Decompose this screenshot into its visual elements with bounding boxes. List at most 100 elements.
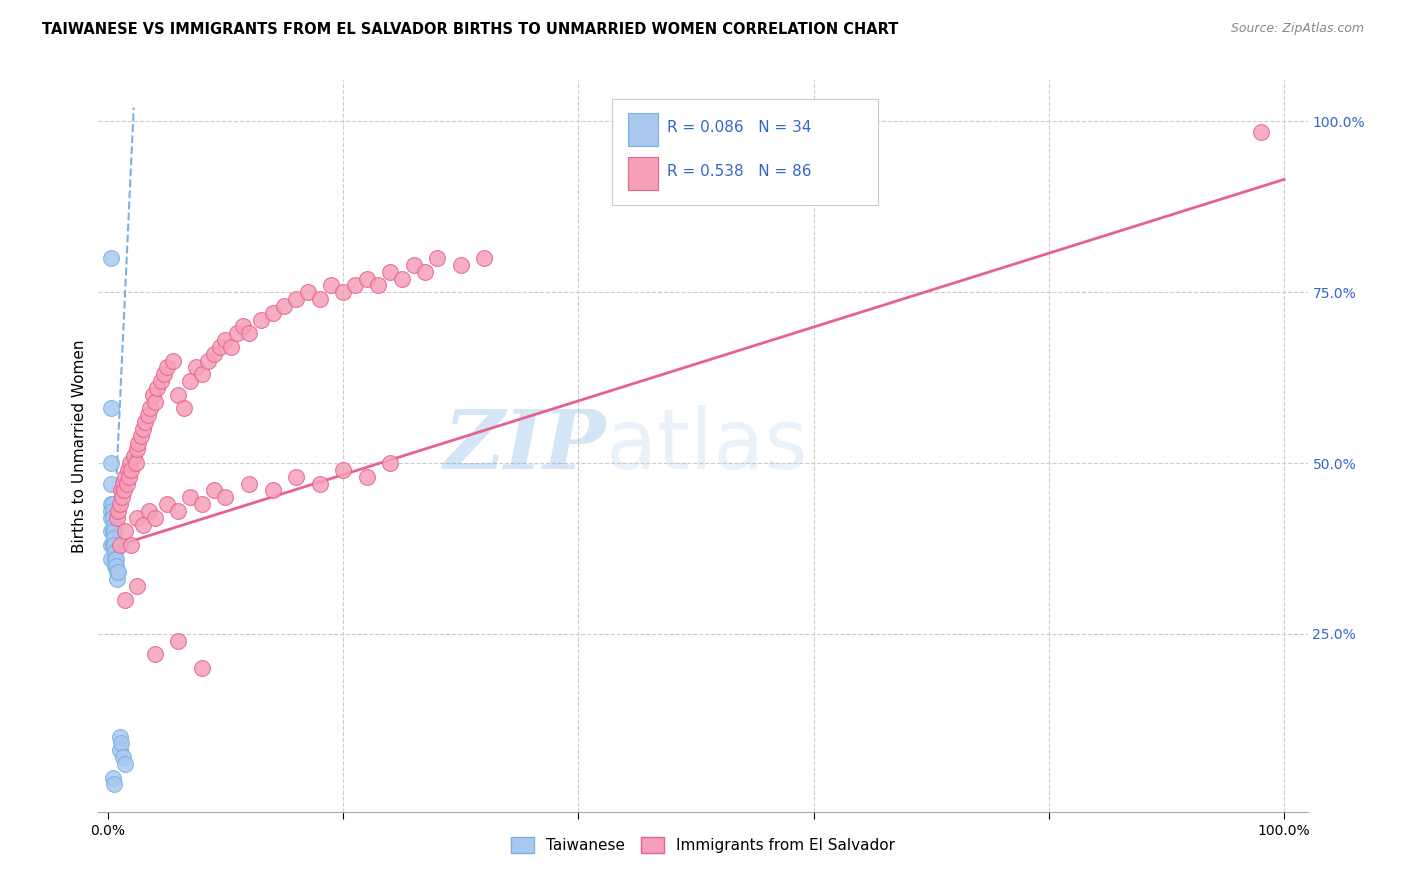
Point (105, 510, 128, 524)
Point (226, 326, 249, 341)
Point (103, 517, 125, 532)
Point (332, 285, 354, 300)
Point (202, 483, 225, 498)
Point (105, 558, 128, 573)
FancyBboxPatch shape (628, 157, 658, 190)
Point (156, 497, 179, 511)
Point (262, 306, 284, 320)
Point (104, 545, 127, 559)
Point (179, 490, 201, 504)
Point (249, 312, 271, 326)
Point (122, 449, 145, 463)
Text: ZIP: ZIP (444, 406, 606, 486)
Point (184, 360, 207, 375)
Point (143, 648, 166, 662)
Point (450, 258, 472, 272)
Point (100, 497, 122, 511)
Point (297, 285, 319, 300)
Point (191, 661, 214, 675)
Point (156, 360, 179, 375)
Point (101, 771, 124, 785)
Point (191, 368, 214, 382)
Point (132, 517, 155, 532)
Point (426, 251, 449, 265)
Point (173, 401, 195, 416)
Point (378, 456, 401, 470)
Point (100, 251, 122, 265)
Text: Source: ZipAtlas.com: Source: ZipAtlas.com (1230, 22, 1364, 36)
Point (153, 368, 176, 382)
Point (101, 538, 124, 552)
Point (415, 265, 437, 279)
Point (139, 401, 162, 416)
Point (110, 736, 132, 750)
Point (167, 504, 190, 518)
Point (136, 409, 159, 423)
Point (118, 469, 141, 483)
Point (127, 510, 149, 524)
Point (332, 463, 354, 477)
Point (103, 538, 125, 552)
Point (127, 442, 149, 457)
Point (132, 422, 155, 436)
Point (149, 374, 172, 388)
Point (321, 278, 343, 293)
Point (103, 531, 125, 545)
Point (114, 524, 136, 539)
Point (162, 353, 184, 368)
Point (191, 497, 214, 511)
Point (262, 483, 284, 498)
Text: R = 0.086   N = 34: R = 0.086 N = 34 (666, 120, 811, 136)
Point (143, 510, 166, 524)
Point (127, 435, 149, 450)
Point (114, 469, 136, 483)
Point (103, 524, 125, 539)
Point (221, 340, 243, 354)
Point (100, 551, 122, 566)
Point (105, 566, 128, 580)
Legend: Taiwanese, Immigrants from El Salvador: Taiwanese, Immigrants from El Salvador (505, 830, 901, 859)
Point (100, 510, 122, 524)
Point (167, 388, 190, 402)
Point (179, 374, 201, 388)
Point (308, 292, 330, 306)
Point (167, 633, 190, 648)
Point (120, 463, 142, 477)
Point (356, 469, 378, 483)
Point (107, 566, 129, 580)
Text: R = 0.538   N = 86: R = 0.538 N = 86 (666, 164, 811, 179)
Point (232, 319, 254, 334)
Point (356, 271, 378, 285)
Point (101, 524, 124, 539)
Point (105, 551, 128, 566)
Point (100, 538, 122, 552)
Point (125, 456, 148, 470)
Point (107, 504, 129, 518)
Point (110, 483, 132, 498)
Point (141, 388, 163, 402)
Point (120, 456, 142, 470)
Point (100, 456, 122, 470)
Point (104, 551, 127, 566)
Point (101, 504, 124, 518)
Point (117, 463, 139, 477)
Point (129, 429, 152, 443)
Point (146, 381, 169, 395)
Point (100, 476, 122, 491)
Point (308, 476, 330, 491)
Point (108, 743, 131, 757)
Point (402, 258, 425, 272)
Point (108, 538, 131, 552)
Point (285, 469, 308, 483)
Point (112, 476, 135, 491)
Point (472, 251, 495, 265)
Point (343, 278, 366, 293)
Point (101, 497, 124, 511)
Point (285, 292, 308, 306)
Point (114, 592, 136, 607)
Point (138, 504, 160, 518)
Point (214, 333, 236, 347)
FancyBboxPatch shape (613, 99, 879, 204)
Point (103, 777, 125, 791)
Point (101, 510, 124, 524)
